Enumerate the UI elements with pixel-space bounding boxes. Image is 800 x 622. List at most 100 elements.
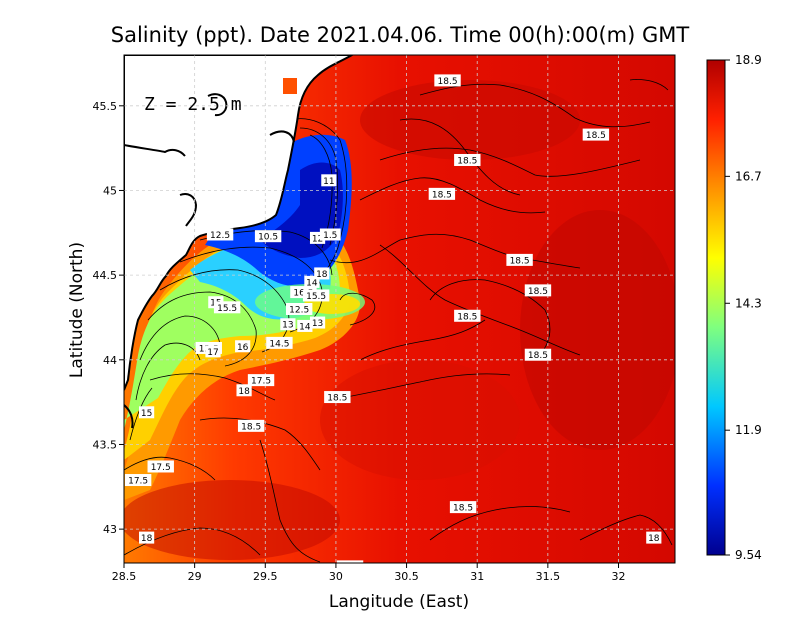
contour-label-box — [285, 303, 313, 315]
contour-label: 18.5 — [454, 309, 481, 322]
contour-label-text: 18.5 — [457, 156, 477, 166]
colorbar-ticks: 18.9 16.7 14.3 11.9 9.54 — [725, 53, 762, 562]
contour-label-box — [280, 318, 296, 331]
contour-label-text: 16 — [237, 343, 249, 353]
contour-label-text: 13 — [312, 319, 323, 329]
y-tick-label: 45.5 — [93, 100, 118, 113]
contour-label: 18.5 — [449, 501, 477, 514]
contour-label-box — [254, 230, 282, 243]
x-axis-title: Langitude (East) — [329, 592, 469, 612]
contour-label-text: 17.5 — [151, 463, 171, 473]
contour-line — [135, 342, 201, 401]
contour-line — [139, 315, 221, 361]
contour-line — [329, 373, 511, 401]
contour-label-text: 18 — [316, 270, 328, 280]
contour-label: 18.5 — [434, 74, 461, 87]
contour-line — [579, 514, 673, 546]
contour-label-text: 17.5 — [128, 477, 148, 487]
contour-label-text: 18.5 — [528, 287, 548, 297]
contour-label-text: 13 — [282, 321, 293, 331]
colorbar-tick-label: 14.3 — [735, 296, 762, 310]
contour-label-box — [139, 531, 155, 544]
x-tick-label: 31 — [470, 570, 484, 583]
contour-line — [419, 83, 651, 128]
contour-label-box — [213, 301, 241, 314]
coastline-inlet — [124, 404, 134, 429]
y-tick-label: 44 — [103, 354, 117, 367]
x-tick-label: 32 — [611, 570, 625, 583]
contour-label-text: 18.5 — [586, 131, 606, 141]
contour-label-box — [454, 309, 481, 322]
contour-label-text: 18.5 — [432, 190, 452, 200]
salinity-patch — [360, 80, 580, 160]
contour-label-text: 18.5 — [457, 312, 477, 322]
contour-label-text: 15.5 — [306, 292, 326, 302]
contour-line — [259, 439, 321, 563]
contour-label: 18.5 — [454, 153, 481, 166]
contour-label-box — [454, 153, 481, 166]
contour-label-text: 18.5 — [327, 394, 347, 404]
contour-label-text: 15 — [141, 409, 152, 419]
y-axis-ticks: 43 43.5 44 44.5 45 45.5 — [93, 100, 124, 536]
contour-label: 17.5 — [147, 460, 174, 473]
contour-label: 18.5 — [582, 128, 610, 141]
contour-label-box — [321, 174, 337, 187]
contour-label: 16 — [235, 340, 251, 353]
contour-label-box — [434, 74, 461, 87]
chart-title: Salinity (ppt). Date 2021.04.06. Time 00… — [111, 23, 690, 47]
grid-lines — [124, 55, 675, 563]
contour-label: 18.5 — [324, 391, 351, 404]
contour-label-box — [319, 228, 341, 241]
contour-line — [329, 233, 581, 269]
salinity-patch — [124, 480, 340, 560]
y-tick-label: 43.5 — [93, 438, 118, 451]
coastline-inlet — [207, 93, 228, 117]
delta-spot — [283, 78, 297, 94]
contour-label-box — [582, 128, 610, 141]
contour-label: 12.5 — [285, 303, 313, 316]
plot-area: 18.5 18.5 18.5 18.5 18.5 18.5 18.5 18.5 18.5 18.5… — [124, 55, 675, 573]
contour-label-box — [235, 340, 251, 353]
contour-label: 1.5 — [319, 228, 341, 241]
colorbar-tick-label: 18.9 — [735, 53, 762, 67]
contour-label: 17.5 — [124, 474, 152, 487]
contour-line — [159, 269, 290, 353]
contour-line — [149, 373, 276, 401]
contour-label-text: 18.5 — [340, 563, 360, 573]
contour-line — [429, 279, 551, 356]
contour-label-box — [205, 345, 221, 358]
contour-label-box — [266, 336, 293, 349]
contour-label-text: 12.5 — [210, 231, 230, 241]
contour-label: 18 — [139, 531, 155, 544]
contour-label: 15.5 — [213, 301, 241, 314]
contour-label-text: 18.5 — [510, 256, 530, 266]
contour-label-text: 11 — [323, 177, 334, 187]
contour-label: 15 — [139, 406, 155, 419]
contour-line — [399, 118, 521, 196]
y-tick-label: 43 — [103, 523, 117, 536]
contour-label: 18.5 — [237, 419, 265, 432]
contour-label-text: 14.5 — [269, 339, 289, 349]
contour-label-text: 15.5 — [217, 304, 237, 314]
contour-label-text: 17.5 — [251, 377, 271, 387]
contour-label: 18 — [314, 267, 330, 280]
contour-label: 18.5 — [428, 187, 456, 200]
contour-label: 18.5 — [524, 284, 552, 297]
contour-label-text: 14 — [299, 322, 311, 332]
contour-label-box — [139, 406, 155, 419]
contour-label: 10.5 — [254, 230, 282, 243]
contour-label-box — [449, 501, 477, 514]
contour-line — [179, 246, 323, 333]
x-tick-label: 31.5 — [536, 570, 561, 583]
contour-line — [299, 127, 339, 246]
contour-label-box — [324, 391, 351, 404]
coastline-inlet — [124, 144, 186, 157]
contour-label-text: 14 — [306, 278, 318, 288]
contour-label-box — [302, 289, 330, 302]
contour-label-box — [309, 316, 326, 329]
contour-label: 12.5 — [206, 228, 234, 241]
colorbar-tick-label: 16.7 — [735, 169, 762, 183]
contour-label-text: 17 — [207, 348, 218, 358]
